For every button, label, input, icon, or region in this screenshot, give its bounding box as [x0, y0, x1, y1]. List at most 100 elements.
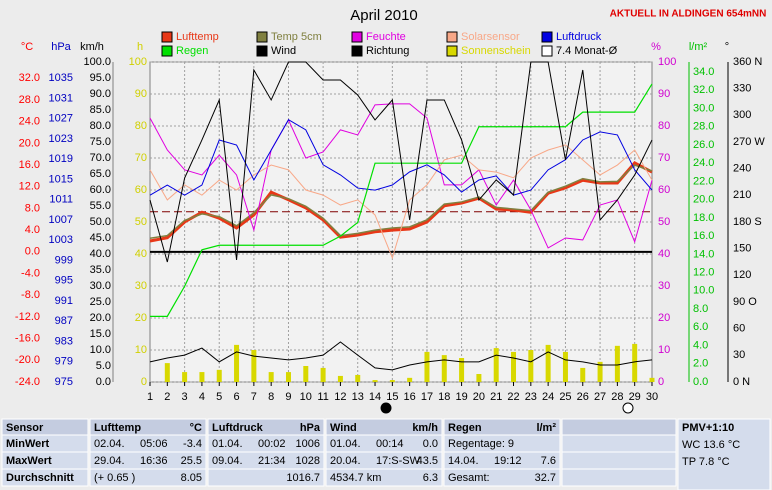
sun-bar: [216, 369, 222, 382]
sun-bar: [372, 380, 378, 382]
table-text: 0.0: [423, 438, 438, 450]
x-tick-label: 18: [438, 391, 450, 403]
table-header: PMV+1:10: [682, 422, 734, 434]
table-text: 1006: [296, 438, 320, 450]
y-tick-label: 10.0: [693, 285, 714, 297]
y-tick-label: 45.0: [90, 232, 111, 244]
table-text: 01.04.: [330, 438, 361, 450]
y-tick-label: 100.0: [83, 56, 111, 68]
x-tick-label: 24: [542, 391, 554, 403]
y-tick-label: 979: [55, 356, 73, 368]
y-tick-label: 6.0: [693, 321, 708, 333]
table-header: Wind: [330, 422, 357, 434]
x-tick-label: 30: [646, 391, 658, 403]
legend-swatch: [541, 45, 553, 57]
x-tick-label: 9: [285, 391, 291, 403]
table-cell: [561, 434, 677, 453]
y-tick-label: 1023: [49, 133, 73, 145]
y-tick-label: 22.0: [693, 175, 714, 187]
y-tick-label: 70: [135, 152, 147, 164]
table-text: MaxWert: [6, 455, 52, 467]
y-tick-label: 0.0: [96, 376, 111, 388]
y-tick-label: 80: [135, 120, 147, 132]
x-tick-label: 21: [490, 391, 502, 403]
y-tick-label: 983: [55, 335, 73, 347]
sun-bar: [545, 344, 551, 382]
legend-swatch: [351, 45, 363, 57]
y-tick-label: 2.0: [693, 358, 708, 370]
y-tick-label: 1031: [49, 92, 73, 104]
sun-bar: [164, 363, 170, 382]
y-tick-label: 1007: [49, 214, 73, 226]
y-tick-label: 20.0: [693, 194, 714, 206]
table-text: WC 13.6 °C: [682, 439, 740, 451]
table-text: 8.05: [181, 472, 202, 484]
legend-swatch: [446, 31, 458, 43]
y-tick-label: 65.0: [90, 168, 111, 180]
sun-bar: [337, 375, 343, 382]
sun-bar: [649, 377, 655, 382]
table-header: l/m²: [536, 422, 556, 434]
y-tick-label: 16.0: [693, 230, 714, 242]
table-text: 32.7: [535, 472, 556, 484]
y-tick-label: 1035: [49, 72, 73, 84]
plot-area: [149, 61, 653, 383]
series-line: [149, 103, 653, 249]
sun-bar: [251, 350, 257, 382]
y-tick-label: 20.0: [90, 312, 111, 324]
sun-bar: [511, 351, 517, 382]
y-tick-label: 60: [733, 323, 745, 335]
table-text: 19:12: [494, 455, 522, 467]
table-text: 16:36: [140, 455, 168, 467]
y-tick-label: 10.0: [90, 344, 111, 356]
y-tick-label: 20.0: [19, 137, 40, 149]
y-tick-label: 80.0: [90, 120, 111, 132]
axis-title: %: [651, 41, 661, 53]
y-tick-label: 360 N: [733, 56, 762, 68]
sun-bar: [441, 355, 447, 382]
y-tick-label: 30: [135, 280, 147, 292]
table-text: -3.4: [183, 438, 202, 450]
y-tick-label: 210: [733, 189, 751, 201]
y-tick-label: 75.0: [90, 136, 111, 148]
x-tick-label: 1: [147, 391, 153, 403]
y-tick-label: 995: [55, 275, 73, 287]
y-tick-label: 4.0: [25, 224, 40, 236]
y-tick-label: -12.0: [15, 311, 40, 323]
y-tick-label: 90 O: [733, 296, 757, 308]
y-tick-label: 50: [135, 216, 147, 228]
x-tick-label: 10: [300, 391, 312, 403]
y-tick-label: 8.0: [25, 202, 40, 214]
sun-bar: [632, 343, 638, 382]
series-line: [149, 119, 653, 196]
chart-title: April 2010: [350, 7, 418, 24]
x-tick-label: 26: [577, 391, 589, 403]
table-header: Sensor: [6, 422, 44, 434]
x-tick-label: 16: [404, 391, 416, 403]
table-text: Durchschnitt: [6, 472, 74, 484]
y-tick-label: 100: [658, 56, 676, 68]
sun-bar: [355, 374, 361, 382]
table-text: 1028: [296, 455, 320, 467]
table-text: 4534.7 km: [330, 472, 381, 484]
x-tick-label: 14: [369, 391, 381, 403]
x-tick-label: 2: [164, 391, 170, 403]
legend-label: Regen: [176, 45, 208, 57]
table-text: 09.04.: [212, 455, 243, 467]
x-tick-label: 19: [455, 391, 467, 403]
y-tick-label: 5.0: [96, 360, 111, 372]
sun-bar: [407, 377, 413, 382]
x-tick-label: 4: [199, 391, 205, 403]
y-tick-label: 90: [135, 88, 147, 100]
sun-bar: [597, 361, 603, 382]
legend-swatch: [256, 45, 268, 57]
legend-swatch: [541, 31, 553, 43]
y-tick-label: 14.0: [693, 248, 714, 260]
legend-label: Luftdruck: [556, 31, 602, 43]
y-tick-label: 10: [135, 344, 147, 356]
y-tick-label: -24.0: [15, 376, 40, 388]
y-tick-label: 120: [733, 269, 751, 281]
y-tick-label: 34.0: [693, 66, 714, 78]
table-text: 05:06: [140, 438, 168, 450]
y-tick-label: 24.0: [19, 116, 40, 128]
